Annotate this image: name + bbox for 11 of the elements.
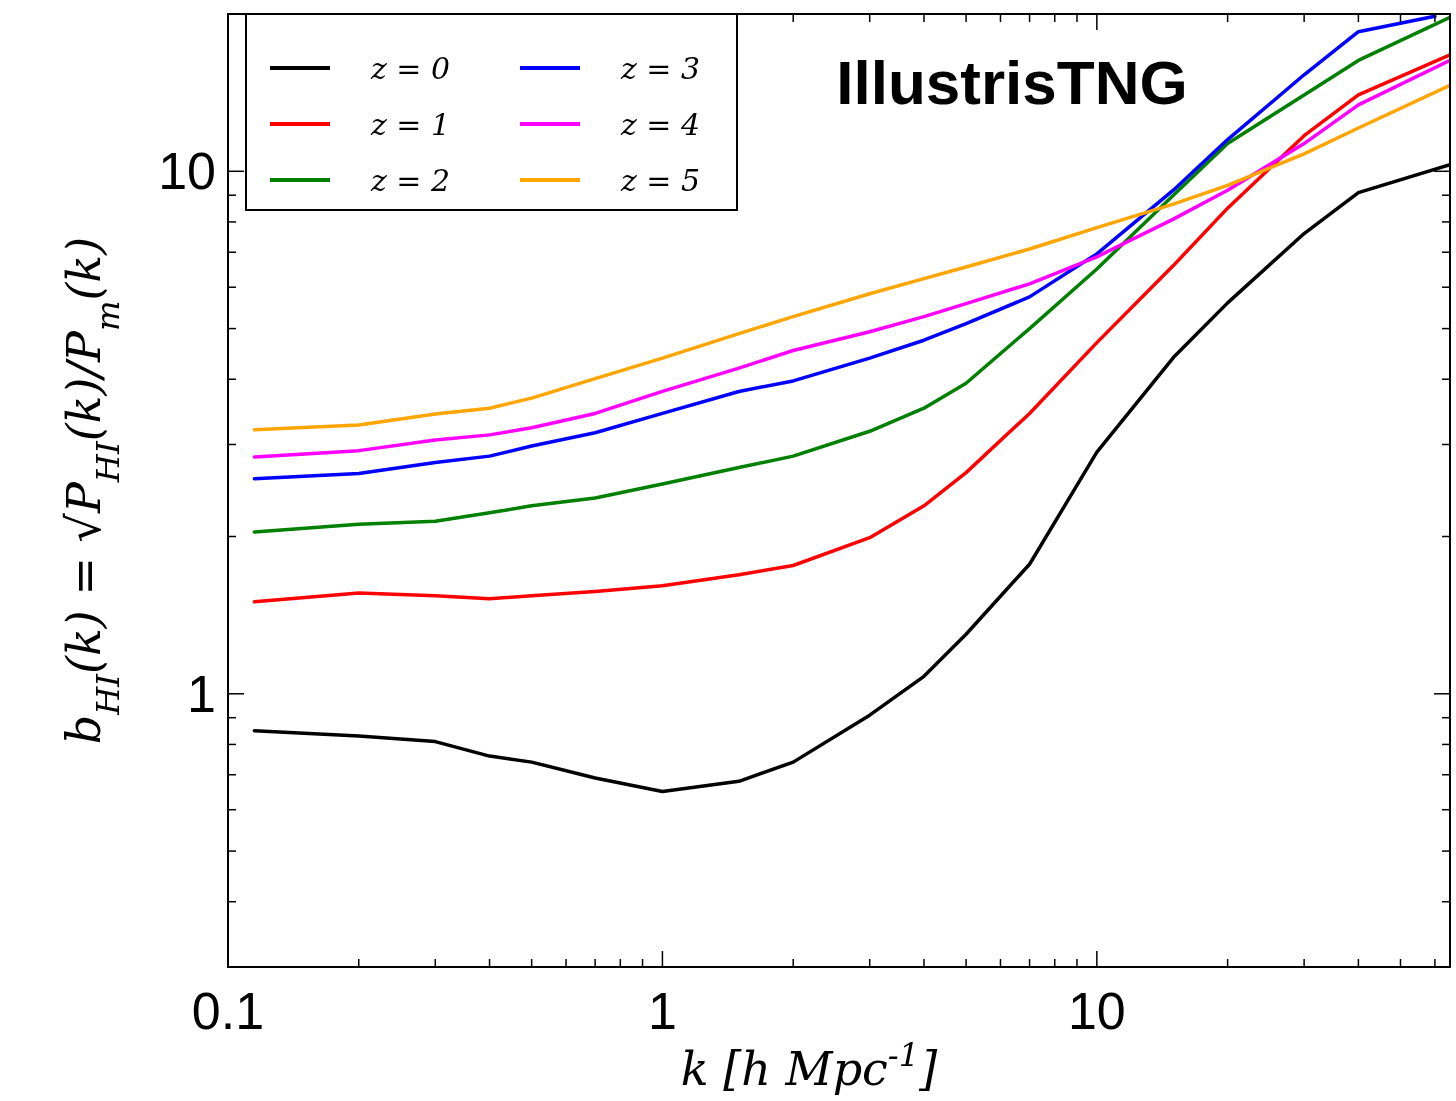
x-tick-label: 10 — [1067, 982, 1126, 1040]
legend-label: z = 1 — [369, 106, 450, 142]
legend-label: z = 4 — [619, 106, 700, 142]
annotation: IllustrisTNG — [836, 48, 1188, 117]
legend-label: z = 0 — [369, 50, 450, 86]
x-tick-label: 1 — [647, 982, 677, 1040]
x-axis-title: k [h Mpc$^{-1}$] — [680, 1036, 938, 1096]
x-tick-label: 0.1 — [191, 982, 265, 1040]
legend-label: z = 2 — [369, 162, 450, 198]
legend-label: z = 3 — [619, 50, 700, 86]
legend-label: z = 5 — [619, 162, 700, 198]
